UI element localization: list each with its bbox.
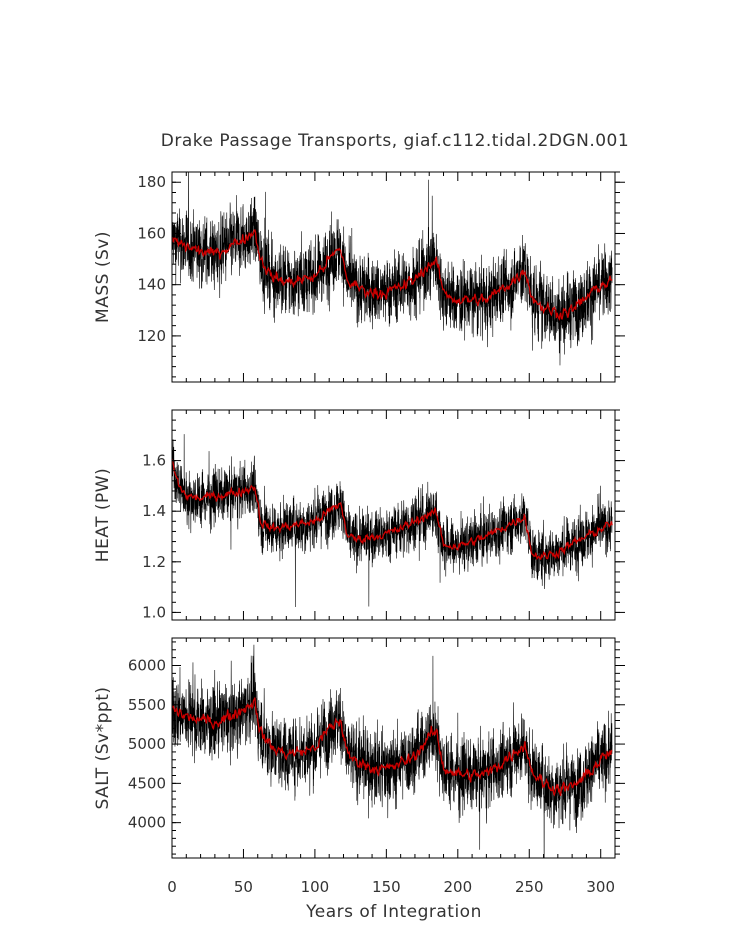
chart-title: Drake Passage Transports, giaf.c112.tida… — [161, 131, 629, 151]
smoothed-series-line-2 — [172, 458, 613, 561]
smoothed-series-line-1 — [172, 229, 613, 321]
y-tick-label: 120 — [137, 327, 166, 345]
x-tick-label: 100 — [301, 878, 330, 896]
smoothed-series-line-3 — [172, 697, 613, 797]
x-tick-label: 0 — [167, 878, 177, 896]
y-tick-label: 4500 — [128, 774, 166, 792]
y-axis-title-1: MASS (Sv) — [93, 231, 113, 323]
y-tick-label: 1.6 — [142, 452, 166, 470]
x-tick-label: 300 — [586, 878, 615, 896]
y-tick-label: 1.4 — [142, 502, 166, 520]
panel-frame-3 — [171, 637, 616, 859]
panel-2: 1.0 1.2 1.4 1.6 HEAT (PW) — [93, 409, 625, 621]
x-tick-label: 250 — [515, 878, 544, 896]
panel-frame-1 — [171, 171, 616, 383]
y-tick-label: 180 — [137, 173, 166, 191]
y-tick-label: 1.2 — [142, 553, 166, 571]
panel-frame-2 — [171, 409, 616, 621]
panel-1: 120 140 160 180 MASS (Sv) — [93, 171, 625, 383]
x-tick-label: 200 — [443, 878, 472, 896]
y-tick-label: 160 — [137, 224, 166, 242]
x-tick-label: 150 — [372, 878, 401, 896]
y-tick-label: 4000 — [128, 814, 166, 832]
raw-series-line-1 — [172, 172, 613, 366]
y-tick-label: 5500 — [128, 696, 166, 714]
y-tick-label: 5000 — [128, 735, 166, 753]
y-tick-label: 1.0 — [142, 603, 166, 621]
y-axis-title-2: HEAT (PW) — [93, 468, 113, 562]
raw-series-line-2 — [172, 434, 613, 607]
x-tick-label: 50 — [234, 878, 253, 896]
y-tick-label: 140 — [137, 276, 166, 294]
y-tick-label: 6000 — [128, 657, 166, 675]
y-axis-title-3: SALT (Sv*ppt) — [93, 686, 113, 809]
x-axis-title: Years of Integration — [305, 902, 482, 922]
panels-layer: 120 140 160 180 MASS (Sv) 1.0 1.2 1.4 1.6 HEAT (P… — [93, 171, 625, 896]
raw-series-line-3 — [172, 644, 613, 858]
panel-3: 4000 4500 5000 5500 6000 SALT (Sv*ppt) — [93, 637, 625, 859]
